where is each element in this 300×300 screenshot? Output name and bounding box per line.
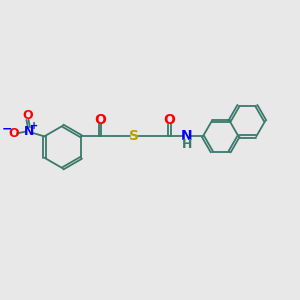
Text: O: O <box>164 113 175 127</box>
Text: O: O <box>8 128 19 140</box>
Text: O: O <box>94 113 106 127</box>
Text: N: N <box>24 124 34 137</box>
Text: +: + <box>30 121 38 131</box>
Text: O: O <box>22 109 33 122</box>
Text: H: H <box>182 138 192 151</box>
Text: S: S <box>129 129 139 143</box>
Text: N: N <box>181 129 192 143</box>
Text: −: − <box>2 122 12 135</box>
